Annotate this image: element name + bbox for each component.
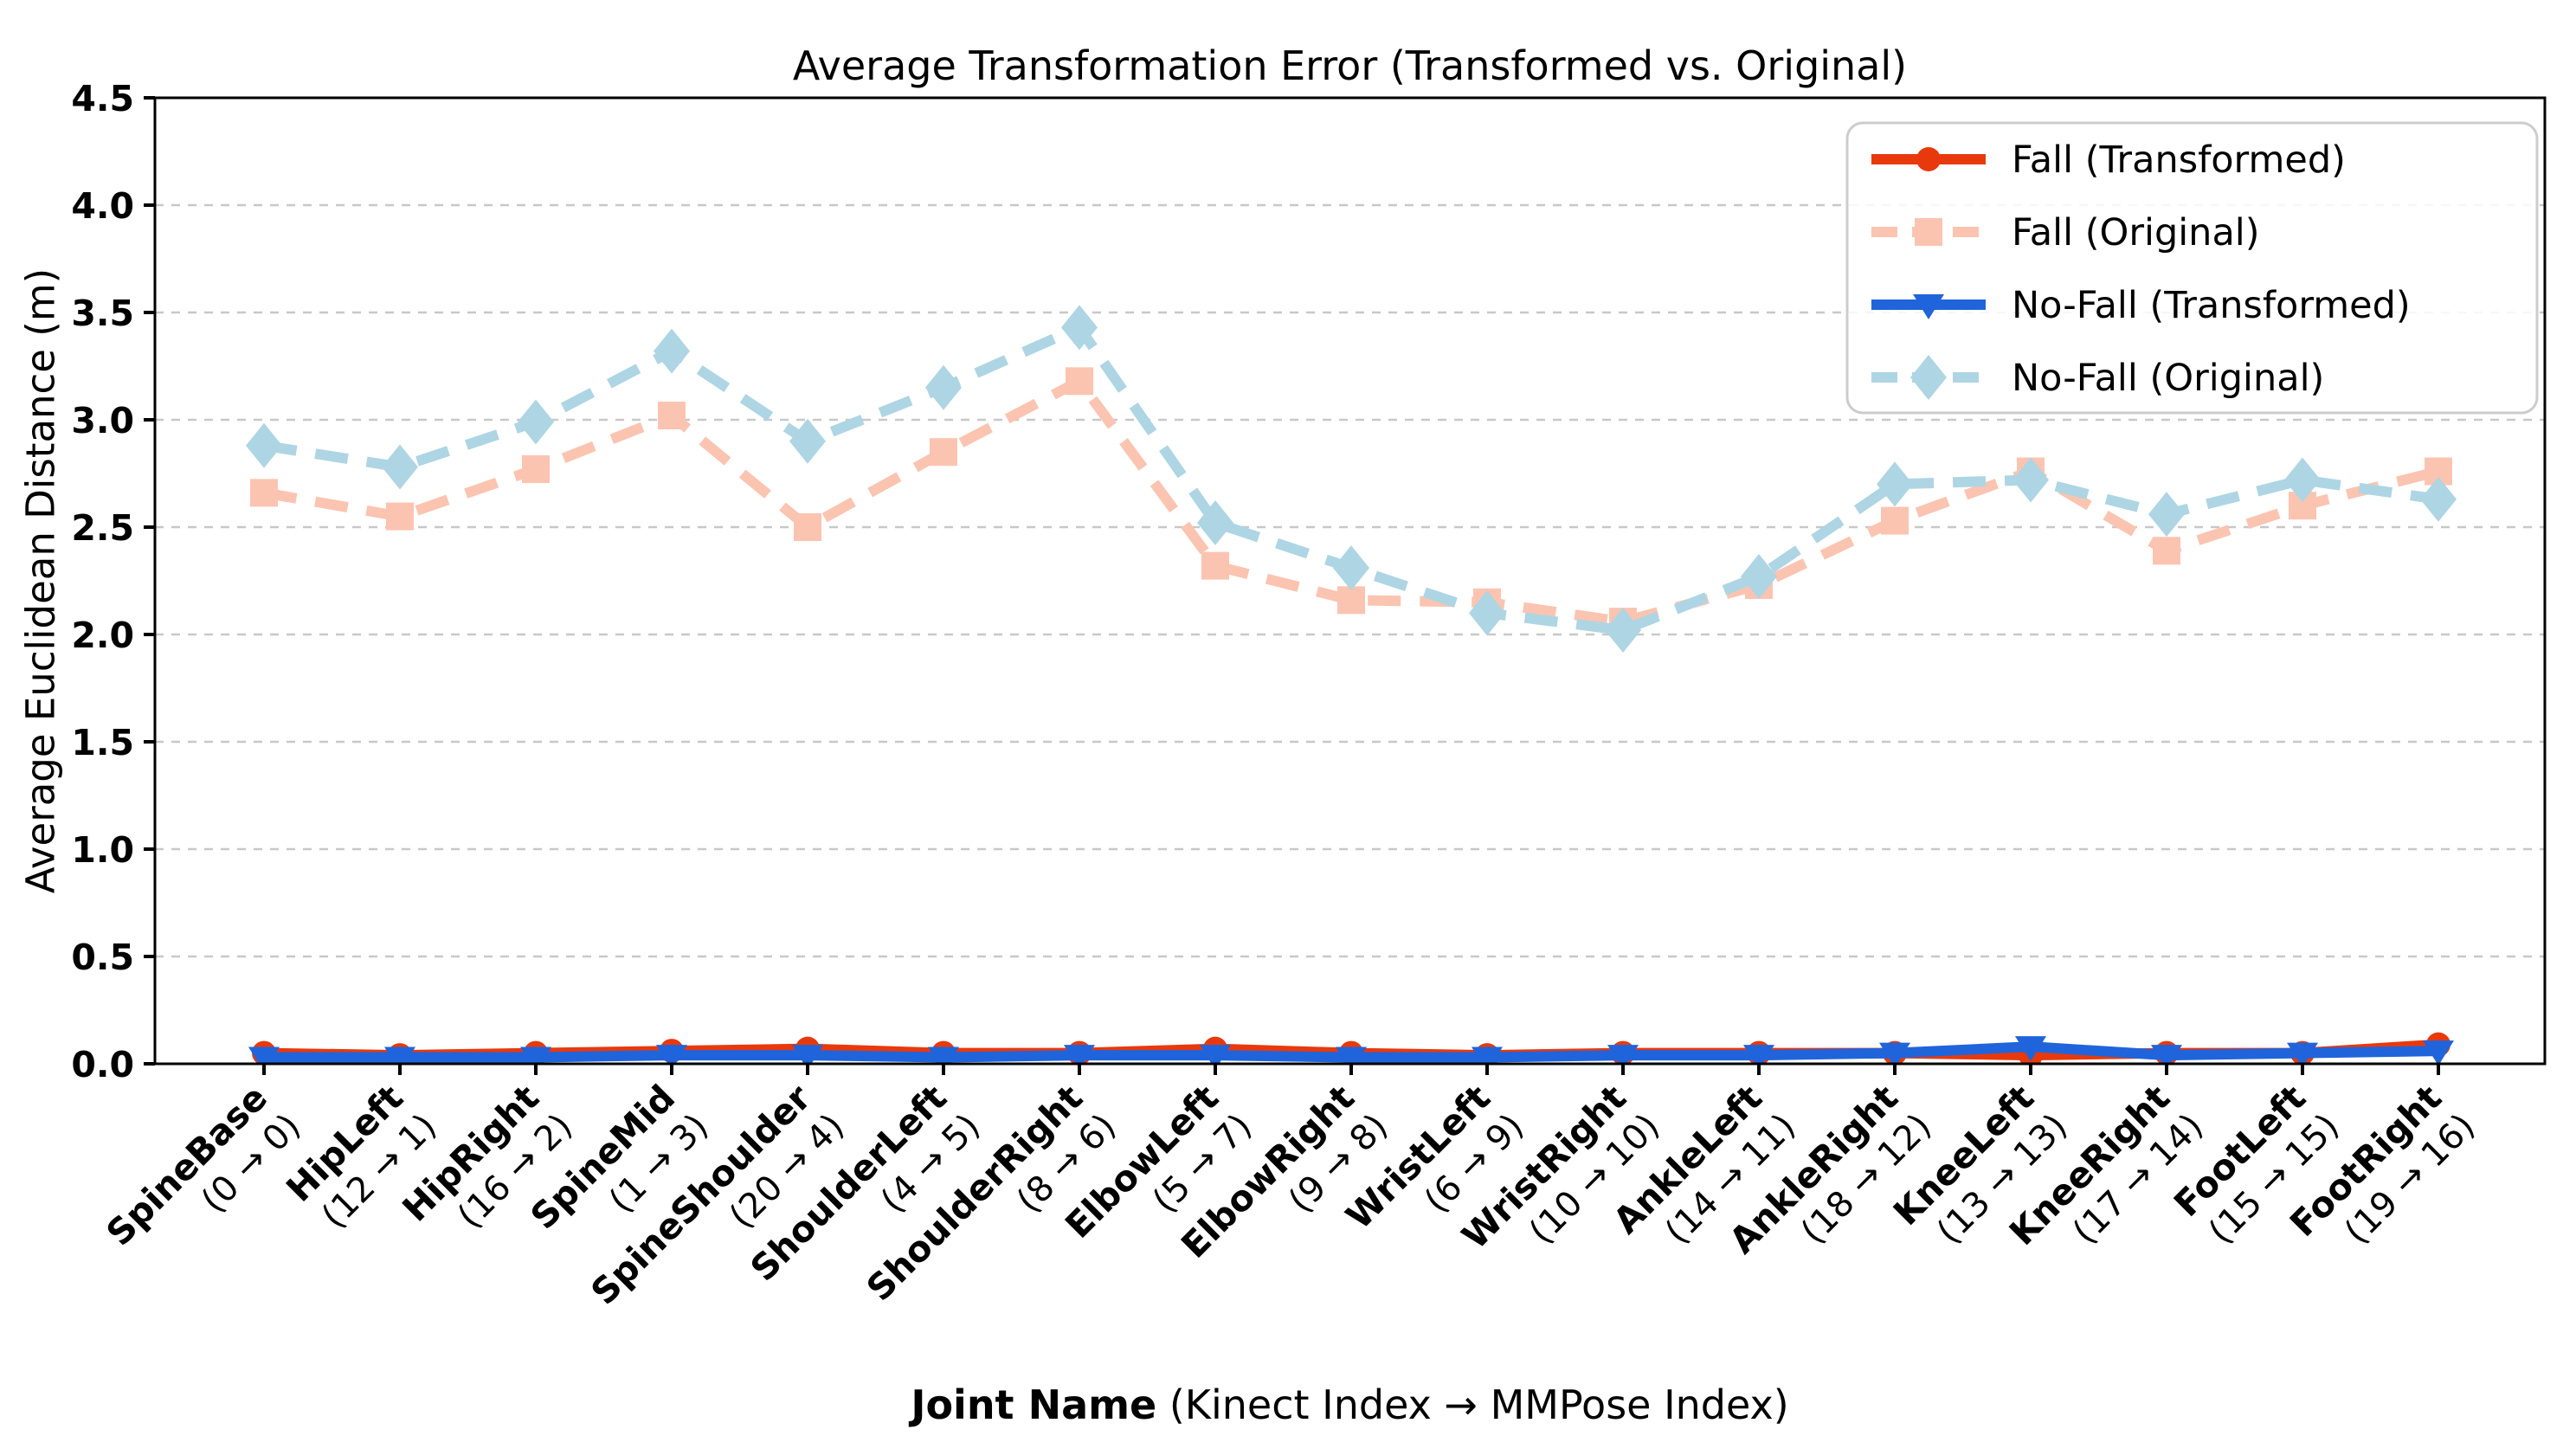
x-tick-label: SpineMid(1 → 3) xyxy=(523,1077,717,1237)
data-point-diamond xyxy=(654,328,690,374)
x-axis-label: Joint Name (Kinect Index → MMPose Index) xyxy=(155,1381,2545,1428)
data-point-triangle xyxy=(520,1046,551,1064)
y-tick-label: 0.0 xyxy=(71,1044,134,1085)
legend-label: Fall (Transformed) xyxy=(2012,138,2346,182)
y-tick-label: 3.0 xyxy=(71,400,134,441)
data-point-diamond xyxy=(925,364,962,410)
data-point-square xyxy=(658,402,686,430)
y-tick-label: 2.5 xyxy=(71,507,134,549)
data-point-diamond xyxy=(382,444,418,490)
data-point-triangle xyxy=(1200,1045,1231,1064)
legend-label: No-Fall (Original) xyxy=(2012,357,2324,400)
data-point-square xyxy=(1201,551,1229,580)
data-point-diamond xyxy=(789,418,826,464)
data-point-square xyxy=(1915,218,1942,246)
data-point-triangle xyxy=(2423,1040,2454,1064)
data-point-diamond xyxy=(2012,457,2049,503)
data-point-triangle xyxy=(248,1046,280,1064)
data-point-triangle xyxy=(1879,1042,1910,1064)
data-point-square xyxy=(1881,506,1909,535)
data-point-diamond xyxy=(1877,461,1913,507)
data-point-triangle xyxy=(384,1046,415,1064)
data-point-square xyxy=(930,438,957,467)
data-point-diamond xyxy=(518,399,554,445)
x-tick-label: AnkleLeft(14 → 11) xyxy=(1606,1077,1804,1252)
data-point-diamond xyxy=(1061,305,1098,351)
data-point-square xyxy=(386,502,414,531)
data-point-triangle xyxy=(1743,1045,1774,1064)
series-line xyxy=(262,376,2440,628)
data-point-triangle xyxy=(1607,1045,1639,1064)
data-point-square xyxy=(2153,537,2180,565)
data-point-diamond xyxy=(1910,355,1947,400)
data-point-diamond xyxy=(1197,500,1233,546)
data-point-diamond xyxy=(1469,590,1505,636)
legend-box xyxy=(1845,121,2539,415)
x-tick-label: WristLeft(6 → 9) xyxy=(1338,1077,1532,1237)
data-point-triangle xyxy=(2015,1036,2046,1062)
legend-item-1: Fall (Transformed) xyxy=(1871,138,2346,182)
data-point-diamond xyxy=(1333,545,1369,591)
data-point-diamond xyxy=(2284,457,2321,503)
series-no-fall-original xyxy=(246,305,2457,654)
data-point-diamond xyxy=(1605,608,1641,654)
series-fall-original xyxy=(250,367,2452,636)
y-tick-label: 1.5 xyxy=(71,722,134,763)
data-point-triangle xyxy=(1336,1046,1367,1064)
y-axis-label: Average Euclidean Distance (m) xyxy=(17,267,64,894)
data-point-triangle xyxy=(792,1045,823,1064)
data-point-square xyxy=(1066,367,1093,396)
legend-item-2: Fall (Original) xyxy=(1871,211,2260,254)
x-axis: SpineBase(0 → 0)HipLeft(12 → 1)HipRight(… xyxy=(99,1064,2483,1313)
series-group xyxy=(246,305,2457,1064)
data-point-triangle xyxy=(656,1045,687,1064)
data-point-triangle xyxy=(928,1046,959,1064)
data-point-square xyxy=(522,455,550,484)
x-axis-label-rest: (Kinect Index → MMPose Index) xyxy=(1156,1381,1789,1428)
data-point-triangle xyxy=(2151,1045,2182,1064)
chart-title: Average Transformation Error (Transforme… xyxy=(792,42,1908,89)
y-tick-label: 3.5 xyxy=(71,293,134,334)
data-point-diamond xyxy=(2148,492,2185,538)
y-axis: 0.0 0.5 1.0 1.5 2.0 2.5 3.0 3.5 4.0 4.5 xyxy=(71,78,155,1085)
data-point-diamond xyxy=(2420,476,2457,522)
data-point-triangle xyxy=(1913,294,1944,319)
data-point-triangle xyxy=(2287,1042,2318,1064)
legend-item-4: No-Fall (Original) xyxy=(1871,355,2324,400)
series-no-fall-transformed xyxy=(248,1036,2454,1064)
data-point-circle xyxy=(1916,147,1941,171)
data-point-diamond xyxy=(246,422,282,468)
data-point-diamond xyxy=(1741,554,1777,600)
x-tick-label: SpineBase(0 → 0) xyxy=(99,1077,309,1253)
y-tick-label: 1.0 xyxy=(71,829,134,871)
legend: Fall (Transformed) Fall (Original) No-Fall… xyxy=(1845,121,2539,415)
y-tick-label: 2.0 xyxy=(71,615,134,656)
legend-label: No-Fall (Transformed) xyxy=(2012,284,2411,327)
y-tick-label: 4.5 xyxy=(71,78,134,119)
legend-item-3: No-Fall (Transformed) xyxy=(1871,284,2411,327)
legend-label: Fall (Original) xyxy=(2012,211,2260,254)
data-point-triangle xyxy=(1472,1046,1503,1064)
data-point-square xyxy=(1337,586,1365,615)
data-point-square xyxy=(794,513,821,541)
y-tick-label: 4.0 xyxy=(71,185,134,227)
data-point-square xyxy=(250,479,278,507)
data-point-triangle xyxy=(1064,1045,1095,1064)
x-axis-label-bold: Joint Name xyxy=(911,1381,1157,1428)
y-tick-label: 0.5 xyxy=(71,937,134,978)
